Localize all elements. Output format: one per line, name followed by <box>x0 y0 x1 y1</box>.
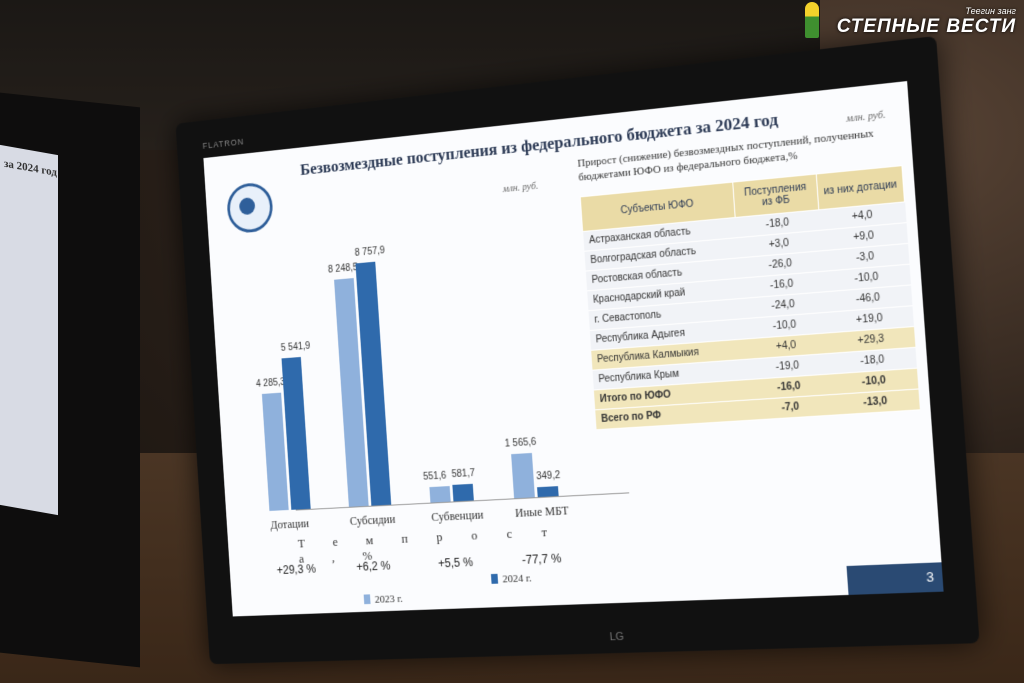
legend-item: 2024 г. <box>491 572 532 585</box>
bar-1-3 <box>537 486 559 497</box>
chart-unit: млн. руб. <box>502 181 538 195</box>
bar-value-label: 4 285,3 <box>256 377 286 389</box>
left-screen-title: за 2024 год <box>4 158 57 179</box>
legend-label: 2023 г. <box>374 593 403 606</box>
bar-value-label: 8 757,9 <box>354 245 385 258</box>
bar-value-label: 5 541,9 <box>281 341 311 354</box>
tulip-logo-icon <box>805 2 819 38</box>
bar-value-label: 581,7 <box>451 468 475 480</box>
category-label: Субсидии <box>349 512 395 529</box>
bar-chart: 4 285,3 5 541,9 Дотации +29,3 % 8 248,5 8 757… <box>243 197 591 511</box>
bar-value-label: 1 565,6 <box>504 437 536 450</box>
value-cell: -7,0 <box>748 395 833 421</box>
presentation-slide: Безвозмездные поступления из федеральног… <box>203 81 943 616</box>
category-label: Иные МБТ <box>515 503 569 520</box>
legend-item: 2023 г. <box>364 593 403 606</box>
bar-0-2 <box>429 486 450 503</box>
page-number: 3 <box>847 562 944 595</box>
left-monitor-screen: за 2024 год <box>0 145 58 515</box>
subjects-table: Субъекты ЮФО Поступления из ФБ из них до… <box>580 165 920 430</box>
bar-value-label: 349,2 <box>536 470 561 482</box>
category-label: Субвенции <box>431 508 484 525</box>
bar-value-label: 8 248,5 <box>328 262 358 275</box>
bar-value-label: 551,6 <box>423 471 447 483</box>
bar-0-3 <box>511 453 535 499</box>
table-unit: млн. руб. <box>846 109 886 124</box>
watermark-subtitle: Теегин занг <box>837 6 1016 16</box>
watermark: Теегин занг СТЕПНЫЕ ВЕСТИ <box>837 6 1016 38</box>
bar-1-2 <box>452 484 473 501</box>
lg-logo: LG <box>609 631 624 643</box>
legend-label: 2024 г. <box>502 572 532 585</box>
monitor-brand: FLATRON <box>202 137 244 151</box>
legend-swatch <box>491 574 498 584</box>
watermark-title: СТЕПНЫЕ ВЕСТИ <box>837 16 1016 38</box>
category-label: Дотации <box>270 517 310 533</box>
legend-swatch <box>364 594 371 604</box>
main-monitor: FLATRON LG Безвозмездные поступления из … <box>176 36 980 664</box>
value-cell: -13,0 <box>832 389 920 415</box>
